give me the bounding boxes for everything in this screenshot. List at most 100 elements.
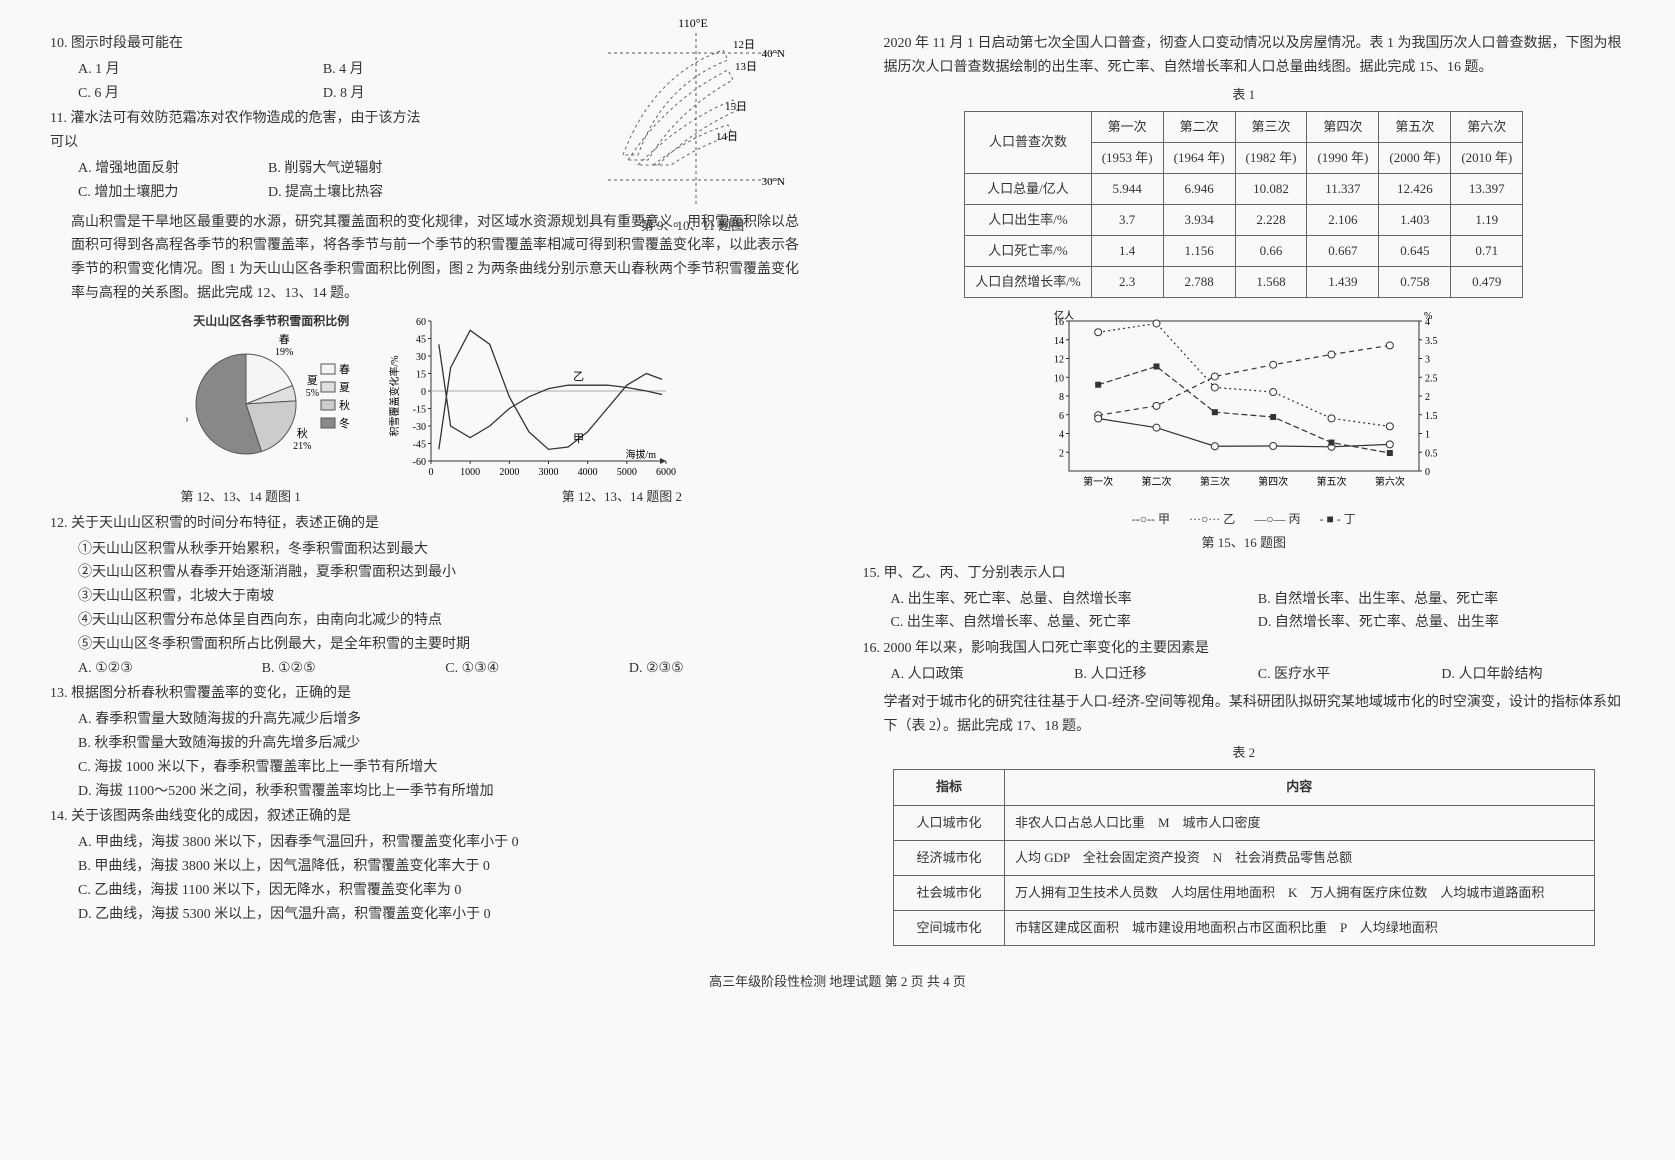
svg-text:第四次: 第四次 [1258,475,1288,488]
q12-item-3: ③天山山区积雪，北坡大于南坡 [78,585,813,609]
q11-c: C. 增加土壤肥力 [78,181,268,205]
svg-text:1000: 1000 [460,467,480,478]
svg-text:3000: 3000 [539,467,559,478]
line-chart: -60-45-30-150153045600100020003000400050… [386,311,676,481]
svg-text:春: 春 [339,363,350,376]
svg-text:甲: 甲 [573,433,584,445]
q12-a: A. ①②③ [78,657,262,681]
lat-40: 40°N [761,48,784,60]
svg-text:0: 0 [429,467,434,478]
census-table: 人口普查次数第一次第二次第三次第四次第五次第六次(1953 年)(1964 年)… [964,111,1523,299]
svg-text:10: 10 [1054,374,1064,385]
svg-text:秋: 秋 [339,398,350,412]
map-caption: 第 9、10、11 题图 [593,215,793,237]
svg-text:19%: 19% [275,347,293,358]
q12-c: C. ①③④ [445,657,629,681]
q16-c: C. 医疗水平 [1258,663,1442,687]
q15-a: A. 出生率、死亡率、总量、自然增长率 [891,588,1258,612]
q12-item-1: ①天山山区积雪从秋季开始累积，冬季积雪面积达到最大 [78,538,813,562]
chart-cap-2: 第 12、13、14 题图 2 [562,486,682,508]
svg-text:4: 4 [1059,430,1064,441]
svg-text:秋: 秋 [297,426,308,440]
q13-a: A. 春季积雪量大致随海拔的升高先减少后增多 [78,708,813,732]
svg-text:2.5: 2.5 [1425,374,1438,385]
q12-item-2: ②天山山区积雪从春季开始逐渐消融，夏季积雪面积达到最小 [78,561,813,585]
svg-text:12日: 12日 [733,39,755,51]
svg-text:15: 15 [416,369,426,380]
svg-text:30: 30 [416,352,426,363]
q10-a: A. 1 月 [78,58,323,82]
q14-b: B. 甲曲线，海拔 3800 米以上，因气温降低，积雪覆盖变化率大于 0 [78,855,813,879]
svg-text:海拔/m: 海拔/m [626,448,657,461]
svg-text:12: 12 [1054,355,1064,366]
svg-text:6: 6 [1059,411,1064,422]
svg-text:3: 3 [1425,355,1430,366]
svg-text:春: 春 [279,334,290,346]
svg-text:1: 1 [1425,430,1430,441]
svg-text:21%: 21% [293,441,311,452]
q13-d: D. 海拔 1100～5200 米之间，秋季积雪覆盖率均比上一季节有所增加 [78,780,813,804]
q14-a: A. 甲曲线，海拔 3800 米以下，因春季气温回升，积雪覆盖变化率小于 0 [78,831,813,855]
q10-d: D. 8 月 [323,82,568,106]
page-footer: 高三年级阶段性检测 地理试题 第 2 页 共 4 页 [50,971,1625,993]
svg-text:2: 2 [1059,449,1064,460]
q11-d: D. 提高土壤比热容 [268,181,458,205]
svg-text:5%: 5% [306,388,319,399]
passage-2: 2020 年 11 月 1 日启动第七次全国人口普查，彻查人口变动情况以及房屋情… [863,32,1626,80]
svg-text:第六次: 第六次 [1375,475,1405,488]
q10-b: B. 4 月 [323,58,568,82]
q12-item-5: ⑤天山山区冬季积雪面积所占比例最大，是全年积雪的主要时期 [78,633,813,657]
map-figure: 110°E 40°N 30°N 12日 13日 15日 14日 第 9、10、1… [593,15,793,237]
svg-text:夏: 夏 [307,374,318,387]
svg-text:亿人: 亿人 [1054,309,1074,322]
svg-text:4000: 4000 [578,467,598,478]
svg-text:0: 0 [421,387,426,398]
charts-row: 天山山区各季节积雪面积比例 春19%夏5%秋21%冬55%春夏秋冬 -60-45… [50,311,813,481]
pop-legend: --○-- 甲 ···○··· 乙 —○— 丙 - ■ - 丁 [863,509,1626,529]
q12-d: D. ②③⑤ [629,657,813,681]
chart-cap-1: 第 12、13、14 题图 1 [180,486,300,508]
svg-text:55%: 55% [186,414,188,425]
q15-c: C. 出生率、自然增长率、总量、死亡率 [891,611,1258,635]
svg-text:冬: 冬 [339,416,350,430]
svg-text:13日: 13日 [735,61,757,73]
svg-text:第二次: 第二次 [1141,475,1171,488]
population-chart: 24681012141600.511.522.533.54第一次第二次第三次第四… [863,306,1626,553]
svg-text:第一次: 第一次 [1083,475,1113,488]
q14-d: D. 乙曲线，海拔 5300 米以上，因气温升高，积雪覆盖变化率小于 0 [78,903,813,927]
svg-text:-60: -60 [413,457,426,468]
q12-item-4: ④天山山区积雪分布总体呈自西向东，由南向北减少的特点 [78,609,813,633]
indicator-table: 指标内容人口城市化非农人口占总人口比重 M 城市人口密度经济城市化人均 GDP … [893,769,1595,945]
svg-text:14日: 14日 [716,131,738,143]
q15-b: B. 自然增长率、出生率、总量、死亡率 [1258,588,1625,612]
svg-text:15日: 15日 [725,101,747,113]
q10-c: C. 6 月 [78,82,323,106]
q14-c: C. 乙曲线，海拔 1100 米以下，因无降水，积雪覆盖变化率为 0 [78,879,813,903]
q11-b: B. 削弱大气逆辐射 [268,157,458,181]
svg-text:-45: -45 [413,439,426,450]
svg-text:夏: 夏 [339,381,350,394]
svg-text:0.5: 0.5 [1425,449,1438,460]
q12-stem: 12. 关于天山山区积雪的时间分布特征，表述正确的是 [50,512,813,536]
table2-caption: 表 2 [863,742,1626,764]
passage-3: 学者对于城市化的研究往往基于人口-经济-空间等视角。某科研团队拟研究某地域城市化… [863,691,1626,739]
q12-b: B. ①②⑤ [262,657,446,681]
svg-text:3.5: 3.5 [1425,336,1438,347]
svg-text:6000: 6000 [656,467,676,478]
q15-d: D. 自然增长率、死亡率、总量、出生率 [1258,611,1625,635]
q15-stem: 15. 甲、乙、丙、丁分别表示人口 [863,562,1626,586]
svg-text:1.5: 1.5 [1425,411,1438,422]
q13-c: C. 海拔 1000 米以下，春季积雪覆盖率比上一季节有所增大 [78,756,813,780]
svg-text:-15: -15 [413,404,426,415]
q16-d: D. 人口年龄结构 [1441,663,1625,687]
pop-caption: 第 15、16 题图 [863,532,1626,554]
q13-b: B. 秋季积雪量大致随海拔的升高先增多后减少 [78,732,813,756]
left-column: 110°E 40°N 30°N 12日 13日 15日 14日 第 9、10、1… [50,30,813,951]
q16-stem: 16. 2000 年以来，影响我国人口死亡率变化的主要因素是 [863,637,1626,661]
q14-stem: 14. 关于该图两条曲线变化的成因，叙述正确的是 [50,805,813,829]
svg-text:积雪覆盖变化率/%: 积雪覆盖变化率/% [388,355,401,436]
svg-text:45: 45 [416,334,426,345]
svg-text:8: 8 [1059,392,1064,403]
svg-text:-30: -30 [413,422,426,433]
table1-caption: 表 1 [863,84,1626,106]
